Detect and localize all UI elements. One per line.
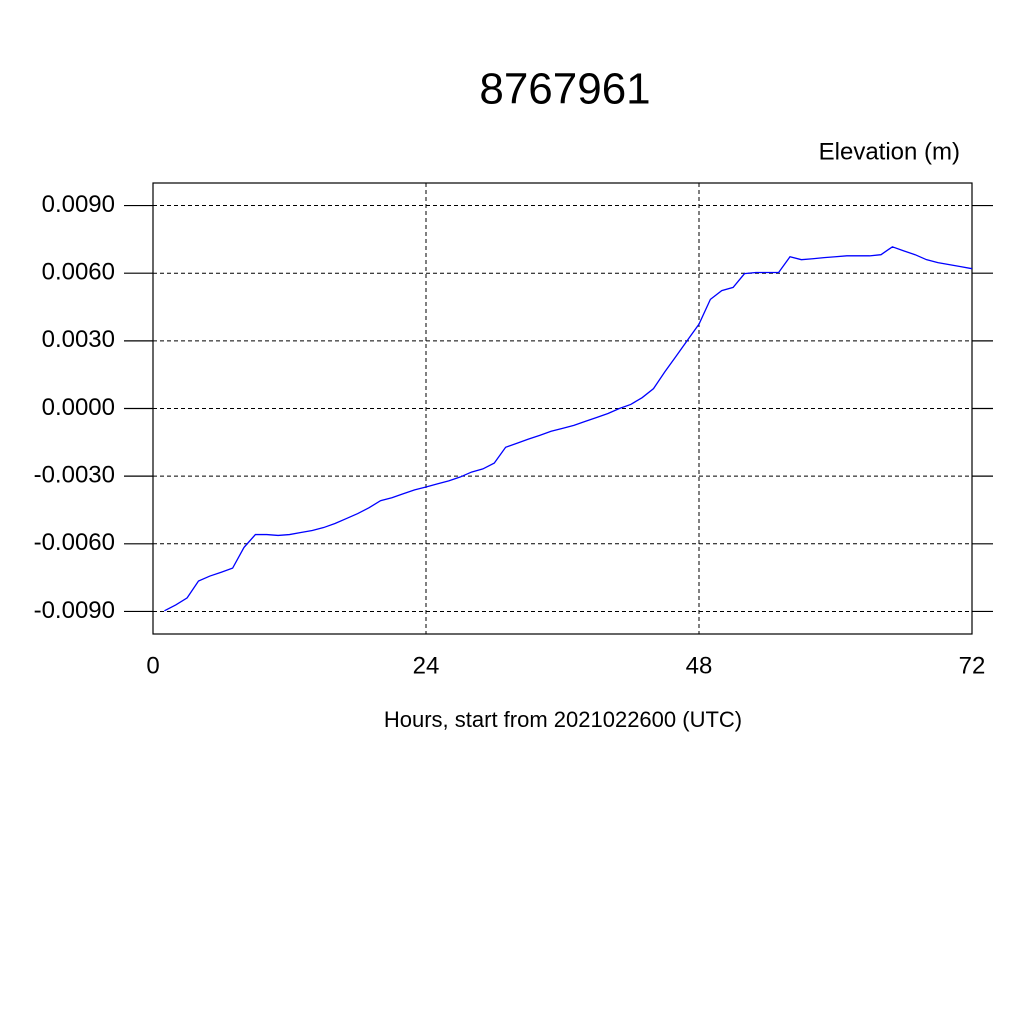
x-tick-label: 24 (413, 652, 440, 679)
y-tick-label: 0.0060 (42, 259, 115, 286)
y-tick-label: 0.0000 (42, 394, 115, 421)
data-line (164, 246, 973, 612)
y-tick-label: 0.0030 (42, 326, 115, 353)
x-tick-label: 72 (959, 652, 986, 679)
x-axis-label: Hours, start from 2021022600 (UTC) (384, 707, 742, 732)
y-tick-label: -0.0090 (34, 597, 115, 624)
y-tick-label: 0.0090 (42, 191, 115, 218)
y-tick-label: -0.0030 (34, 461, 115, 488)
x-tick-label: 48 (686, 652, 713, 679)
y-tick-label: -0.0060 (34, 529, 115, 556)
x-tick-label: 0 (146, 652, 159, 679)
y-axis-label: Elevation (m) (819, 138, 960, 165)
chart-title: 8767961 (479, 65, 650, 114)
